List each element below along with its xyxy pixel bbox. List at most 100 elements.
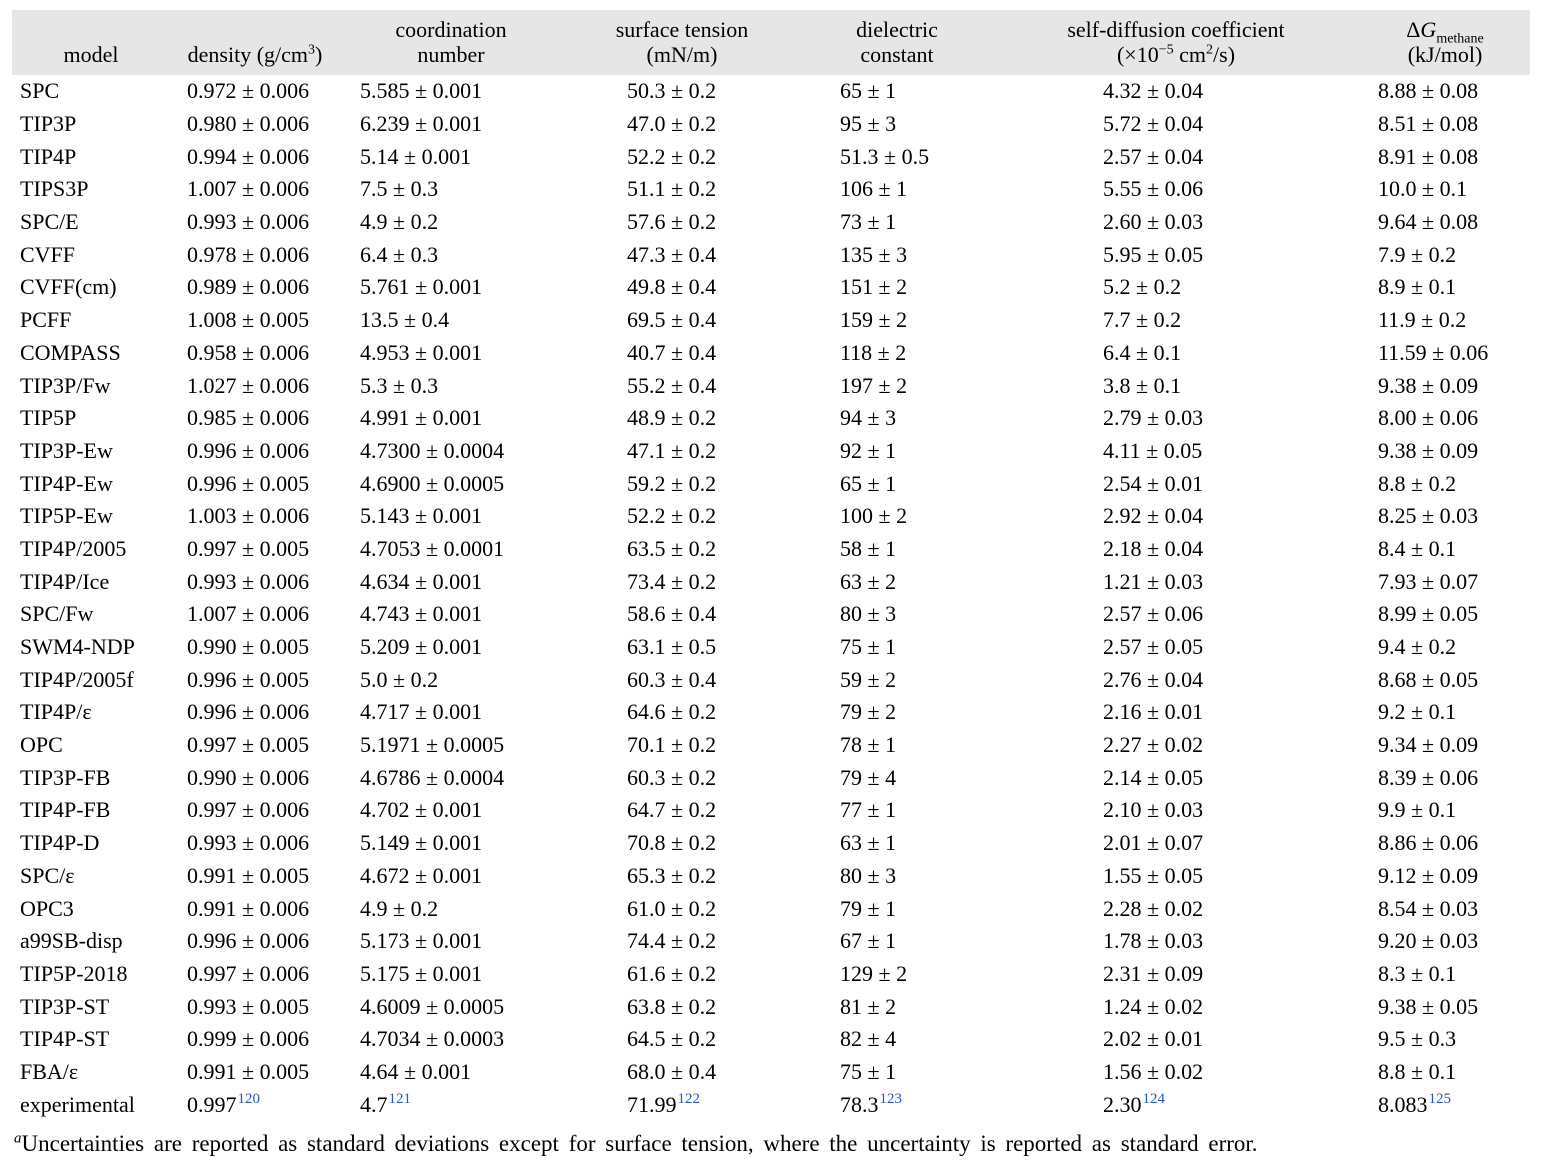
density-cell: 0.993 ± 0.006 <box>187 209 310 235</box>
self-diffusion-cell: 2.14 ± 0.05 <box>1103 764 1204 790</box>
dg-methane-cell: 11.9 ± 0.2 <box>1378 307 1467 333</box>
dg-methane-cell: 8.00 ± 0.06 <box>1378 405 1479 431</box>
header-label: model <box>63 42 119 67</box>
model-cell: SWM4-NDP <box>20 634 135 660</box>
density-cell: 0.993 ± 0.005 <box>187 993 310 1019</box>
self-diffusion-cell: 2.92 ± 0.04 <box>1103 503 1204 529</box>
table-row: TIP4P-FB 0.997 ± 0.006 4.702 ± 0.001 64.… <box>12 794 1530 827</box>
self-diffusion-cell: 2.54 ± 0.01 <box>1103 470 1204 496</box>
dielectric-constant-cell: 82 ± 4 <box>840 1026 897 1052</box>
table-row: TIP4P-Ew 0.996 ± 0.005 4.6900 ± 0.0005 5… <box>12 467 1530 500</box>
table-row: TIP4P-ST 0.999 ± 0.006 4.7034 ± 0.0003 6… <box>12 1023 1530 1056</box>
model-cell: TIP4P-D <box>20 830 100 856</box>
self-diffusion-cell: 2.57 ± 0.04 <box>1103 143 1204 169</box>
table-row: a99SB-disp 0.996 ± 0.006 5.173 ± 0.001 7… <box>12 925 1530 958</box>
citation-ref-122[interactable]: 122 <box>677 1091 701 1108</box>
dielectric-constant-cell: 80 ± 3 <box>840 601 897 627</box>
dielectric-constant-cell: 67 ± 1 <box>840 928 897 954</box>
dielectric-constant-cell: 94 ± 3 <box>840 405 897 431</box>
model-cell: TIP5P <box>20 405 77 431</box>
header-label: coordination <box>395 17 507 42</box>
model-cell: PCFF <box>20 307 72 333</box>
dielectric-constant-cell: 78.3123 <box>840 1091 903 1117</box>
model-cell: TIP3P-FB <box>20 764 111 790</box>
dielectric-constant-cell: 92 ± 1 <box>840 437 897 463</box>
self-diffusion-cell: 2.02 ± 0.01 <box>1103 1026 1204 1052</box>
surface-tension-cell: 47.0 ± 0.2 <box>627 111 717 137</box>
self-diffusion-cell: 2.27 ± 0.02 <box>1103 732 1204 758</box>
model-cell: SPC <box>20 78 60 104</box>
self-diffusion-cell: 3.8 ± 0.1 <box>1103 372 1182 398</box>
dielectric-constant-cell: 197 ± 2 <box>840 372 908 398</box>
surface-tension-cell: 51.1 ± 0.2 <box>627 176 717 202</box>
density-cell: 0.997120 <box>187 1091 261 1117</box>
model-cell: TIP4P-FB <box>20 797 111 823</box>
citation-ref-121[interactable]: 121 <box>388 1091 412 1108</box>
citation-ref-125[interactable]: 125 <box>1428 1091 1452 1108</box>
model-cell: FBA/ε <box>20 1058 79 1084</box>
model-cell: TIPS3P <box>20 176 89 202</box>
dielectric-constant-cell: 73 ± 1 <box>840 209 897 235</box>
table-row: CVFF 0.978 ± 0.006 6.4 ± 0.3 47.3 ± 0.4 … <box>12 238 1530 271</box>
table-row: TIPS3P 1.007 ± 0.006 7.5 ± 0.3 51.1 ± 0.… <box>12 173 1530 206</box>
surface-tension-cell: 70.8 ± 0.2 <box>627 830 717 856</box>
header-unit: (mN/m) <box>646 42 718 67</box>
dg-methane-cell: 8.9 ± 0.1 <box>1378 274 1457 300</box>
dg-methane-cell: 8.39 ± 0.06 <box>1378 764 1479 790</box>
surface-tension-cell: 65.3 ± 0.2 <box>627 862 717 888</box>
model-cell: a99SB-disp <box>20 928 123 954</box>
table-row: TIP3P 0.980 ± 0.006 6.239 ± 0.001 47.0 ±… <box>12 108 1530 141</box>
surface-tension-cell: 47.3 ± 0.4 <box>627 241 717 267</box>
header-unit: (×10 <box>1116 42 1159 67</box>
coordination-number-cell: 4.7300 ± 0.0004 <box>360 437 505 463</box>
coordination-number-cell: 4.9 ± 0.2 <box>360 209 439 235</box>
model-cell: TIP4P/2005f <box>20 666 134 692</box>
dg-methane-cell: 11.59 ± 0.06 <box>1378 339 1489 365</box>
header-label: Δ <box>1406 17 1421 42</box>
density-cell: 1.008 ± 0.005 <box>187 307 310 333</box>
col-header-dielectric-constant: dielectric constant <box>802 10 992 75</box>
coordination-number-cell: 5.143 ± 0.001 <box>360 503 483 529</box>
dg-methane-cell: 9.12 ± 0.09 <box>1378 862 1479 888</box>
density-cell: 0.993 ± 0.006 <box>187 830 310 856</box>
dielectric-constant-cell: 159 ± 2 <box>840 307 908 333</box>
table-row: TIP5P 0.985 ± 0.006 4.991 ± 0.001 48.9 ±… <box>12 402 1530 435</box>
header-label-italic: G <box>1420 17 1437 42</box>
dielectric-constant-cell: 63 ± 1 <box>840 830 897 856</box>
table-row: TIP3P-ST 0.993 ± 0.005 4.6009 ± 0.0005 6… <box>12 990 1530 1023</box>
dg-methane-cell: 8.99 ± 0.05 <box>1378 601 1479 627</box>
col-header-density: density (g/cm3) <box>170 10 340 75</box>
table-row: OPC 0.997 ± 0.005 5.1971 ± 0.0005 70.1 ±… <box>12 729 1530 762</box>
coordination-number-cell: 5.149 ± 0.001 <box>360 830 483 856</box>
model-cell: SPC/E <box>20 209 79 235</box>
coordination-number-cell: 5.585 ± 0.001 <box>360 78 483 104</box>
col-header-surface-tension: surface tension (mN/m) <box>562 10 802 75</box>
surface-tension-cell: 61.0 ± 0.2 <box>627 895 717 921</box>
surface-tension-cell: 61.6 ± 0.2 <box>627 960 717 986</box>
model-cell: CVFF <box>20 241 76 267</box>
surface-tension-cell: 60.3 ± 0.2 <box>627 764 717 790</box>
dielectric-constant-cell: 106 ± 1 <box>840 176 908 202</box>
citation-ref-120[interactable]: 120 <box>237 1091 261 1108</box>
superscript: −5 <box>1158 42 1174 58</box>
self-diffusion-cell: 4.32 ± 0.04 <box>1103 78 1204 104</box>
density-cell: 0.996 ± 0.006 <box>187 928 310 954</box>
coordination-number-cell: 4.743 ± 0.001 <box>360 601 483 627</box>
self-diffusion-cell: 2.57 ± 0.06 <box>1103 601 1204 627</box>
col-header-coordination-number: coordination number <box>340 10 562 75</box>
superscript: 2 <box>1206 42 1214 58</box>
density-cell: 0.993 ± 0.006 <box>187 568 310 594</box>
coordination-number-cell: 4.7121 <box>360 1091 412 1117</box>
citation-ref-124[interactable]: 124 <box>1142 1091 1166 1108</box>
self-diffusion-cell: 1.78 ± 0.03 <box>1103 928 1204 954</box>
coordination-number-cell: 4.6900 ± 0.0005 <box>360 470 505 496</box>
dg-methane-cell: 8.25 ± 0.03 <box>1378 503 1479 529</box>
table-row: SPC/ε 0.991 ± 0.005 4.672 ± 0.001 65.3 ±… <box>12 860 1530 893</box>
density-cell: 1.007 ± 0.006 <box>187 601 310 627</box>
coordination-number-cell: 4.7053 ± 0.0001 <box>360 535 505 561</box>
coordination-number-cell: 4.717 ± 0.001 <box>360 699 483 725</box>
model-cell: CVFF(cm) <box>20 274 117 300</box>
dg-methane-cell: 8.3 ± 0.1 <box>1378 960 1457 986</box>
citation-ref-123[interactable]: 123 <box>879 1091 903 1108</box>
dg-methane-cell: 8.8 ± 0.1 <box>1378 1058 1457 1084</box>
